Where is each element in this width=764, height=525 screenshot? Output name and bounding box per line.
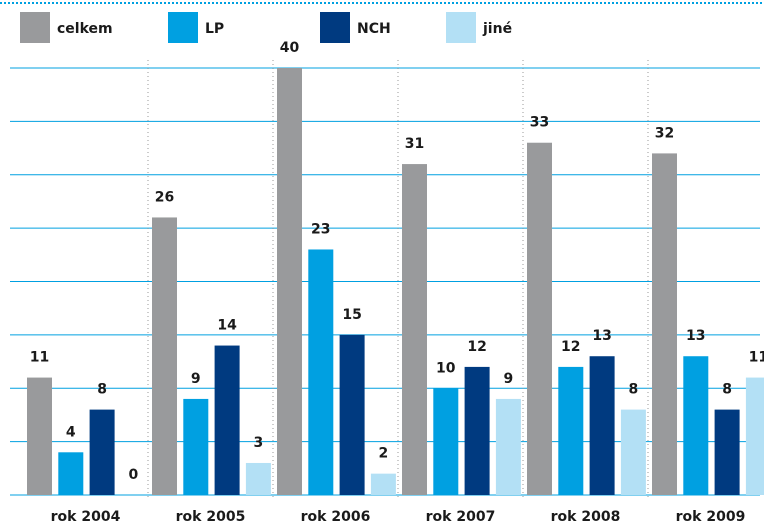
x-tick-label: rok 2007 bbox=[426, 509, 496, 525]
data-label: 0 bbox=[129, 467, 139, 483]
legend-label: LP bbox=[205, 21, 224, 37]
x-tick-label: rok 2006 bbox=[301, 509, 371, 525]
data-label: 10 bbox=[436, 360, 456, 376]
bar bbox=[152, 217, 177, 495]
x-tick-label: rok 2005 bbox=[176, 509, 246, 525]
bar bbox=[714, 409, 740, 495]
bar bbox=[339, 334, 365, 495]
data-label: 13 bbox=[686, 328, 705, 344]
data-label: 12 bbox=[467, 339, 486, 355]
data-label: 9 bbox=[191, 371, 201, 387]
bar bbox=[89, 409, 115, 495]
legend-swatch bbox=[168, 12, 198, 43]
data-label: 15 bbox=[342, 307, 361, 323]
bar bbox=[558, 366, 584, 495]
bar bbox=[683, 356, 709, 495]
data-label: 11 bbox=[749, 350, 764, 366]
bar bbox=[527, 142, 552, 495]
data-label: 4 bbox=[66, 424, 76, 440]
bar bbox=[589, 356, 615, 495]
x-tick-label: rok 2004 bbox=[51, 509, 121, 525]
data-label: 13 bbox=[592, 328, 611, 344]
data-label: 40 bbox=[280, 40, 300, 56]
x-tick-label: rok 2009 bbox=[676, 509, 746, 525]
legend-swatch bbox=[20, 12, 50, 43]
legend-label: celkem bbox=[57, 21, 113, 37]
bar bbox=[495, 398, 521, 495]
bar bbox=[214, 345, 240, 495]
legend-label: jiné bbox=[482, 21, 512, 37]
bar bbox=[620, 409, 646, 495]
data-label: 8 bbox=[97, 382, 107, 398]
bar bbox=[402, 164, 427, 495]
bar bbox=[745, 377, 764, 495]
bar bbox=[183, 398, 209, 495]
data-label: 26 bbox=[155, 189, 174, 205]
legend-label: NCH bbox=[357, 21, 391, 37]
bar bbox=[308, 249, 334, 495]
data-label: 31 bbox=[405, 136, 424, 152]
data-label: 8 bbox=[722, 382, 732, 398]
bar bbox=[245, 462, 271, 495]
data-label: 8 bbox=[629, 382, 639, 398]
bar bbox=[58, 452, 84, 495]
legend-swatch bbox=[446, 12, 476, 43]
legend-swatch bbox=[320, 12, 350, 43]
data-label: 11 bbox=[30, 350, 49, 366]
data-label: 3 bbox=[254, 435, 264, 451]
bar bbox=[277, 68, 302, 495]
data-label: 14 bbox=[217, 318, 237, 334]
bar bbox=[433, 388, 459, 495]
x-tick-label: rok 2008 bbox=[551, 509, 621, 525]
data-label: 9 bbox=[504, 371, 514, 387]
bar bbox=[27, 377, 52, 495]
data-label: 12 bbox=[561, 339, 580, 355]
bar bbox=[652, 153, 677, 495]
bar bbox=[370, 473, 396, 495]
data-label: 32 bbox=[655, 125, 674, 141]
data-label: 23 bbox=[311, 221, 330, 237]
data-label: 33 bbox=[530, 115, 549, 131]
data-label: 2 bbox=[379, 446, 389, 462]
bar bbox=[464, 366, 490, 495]
